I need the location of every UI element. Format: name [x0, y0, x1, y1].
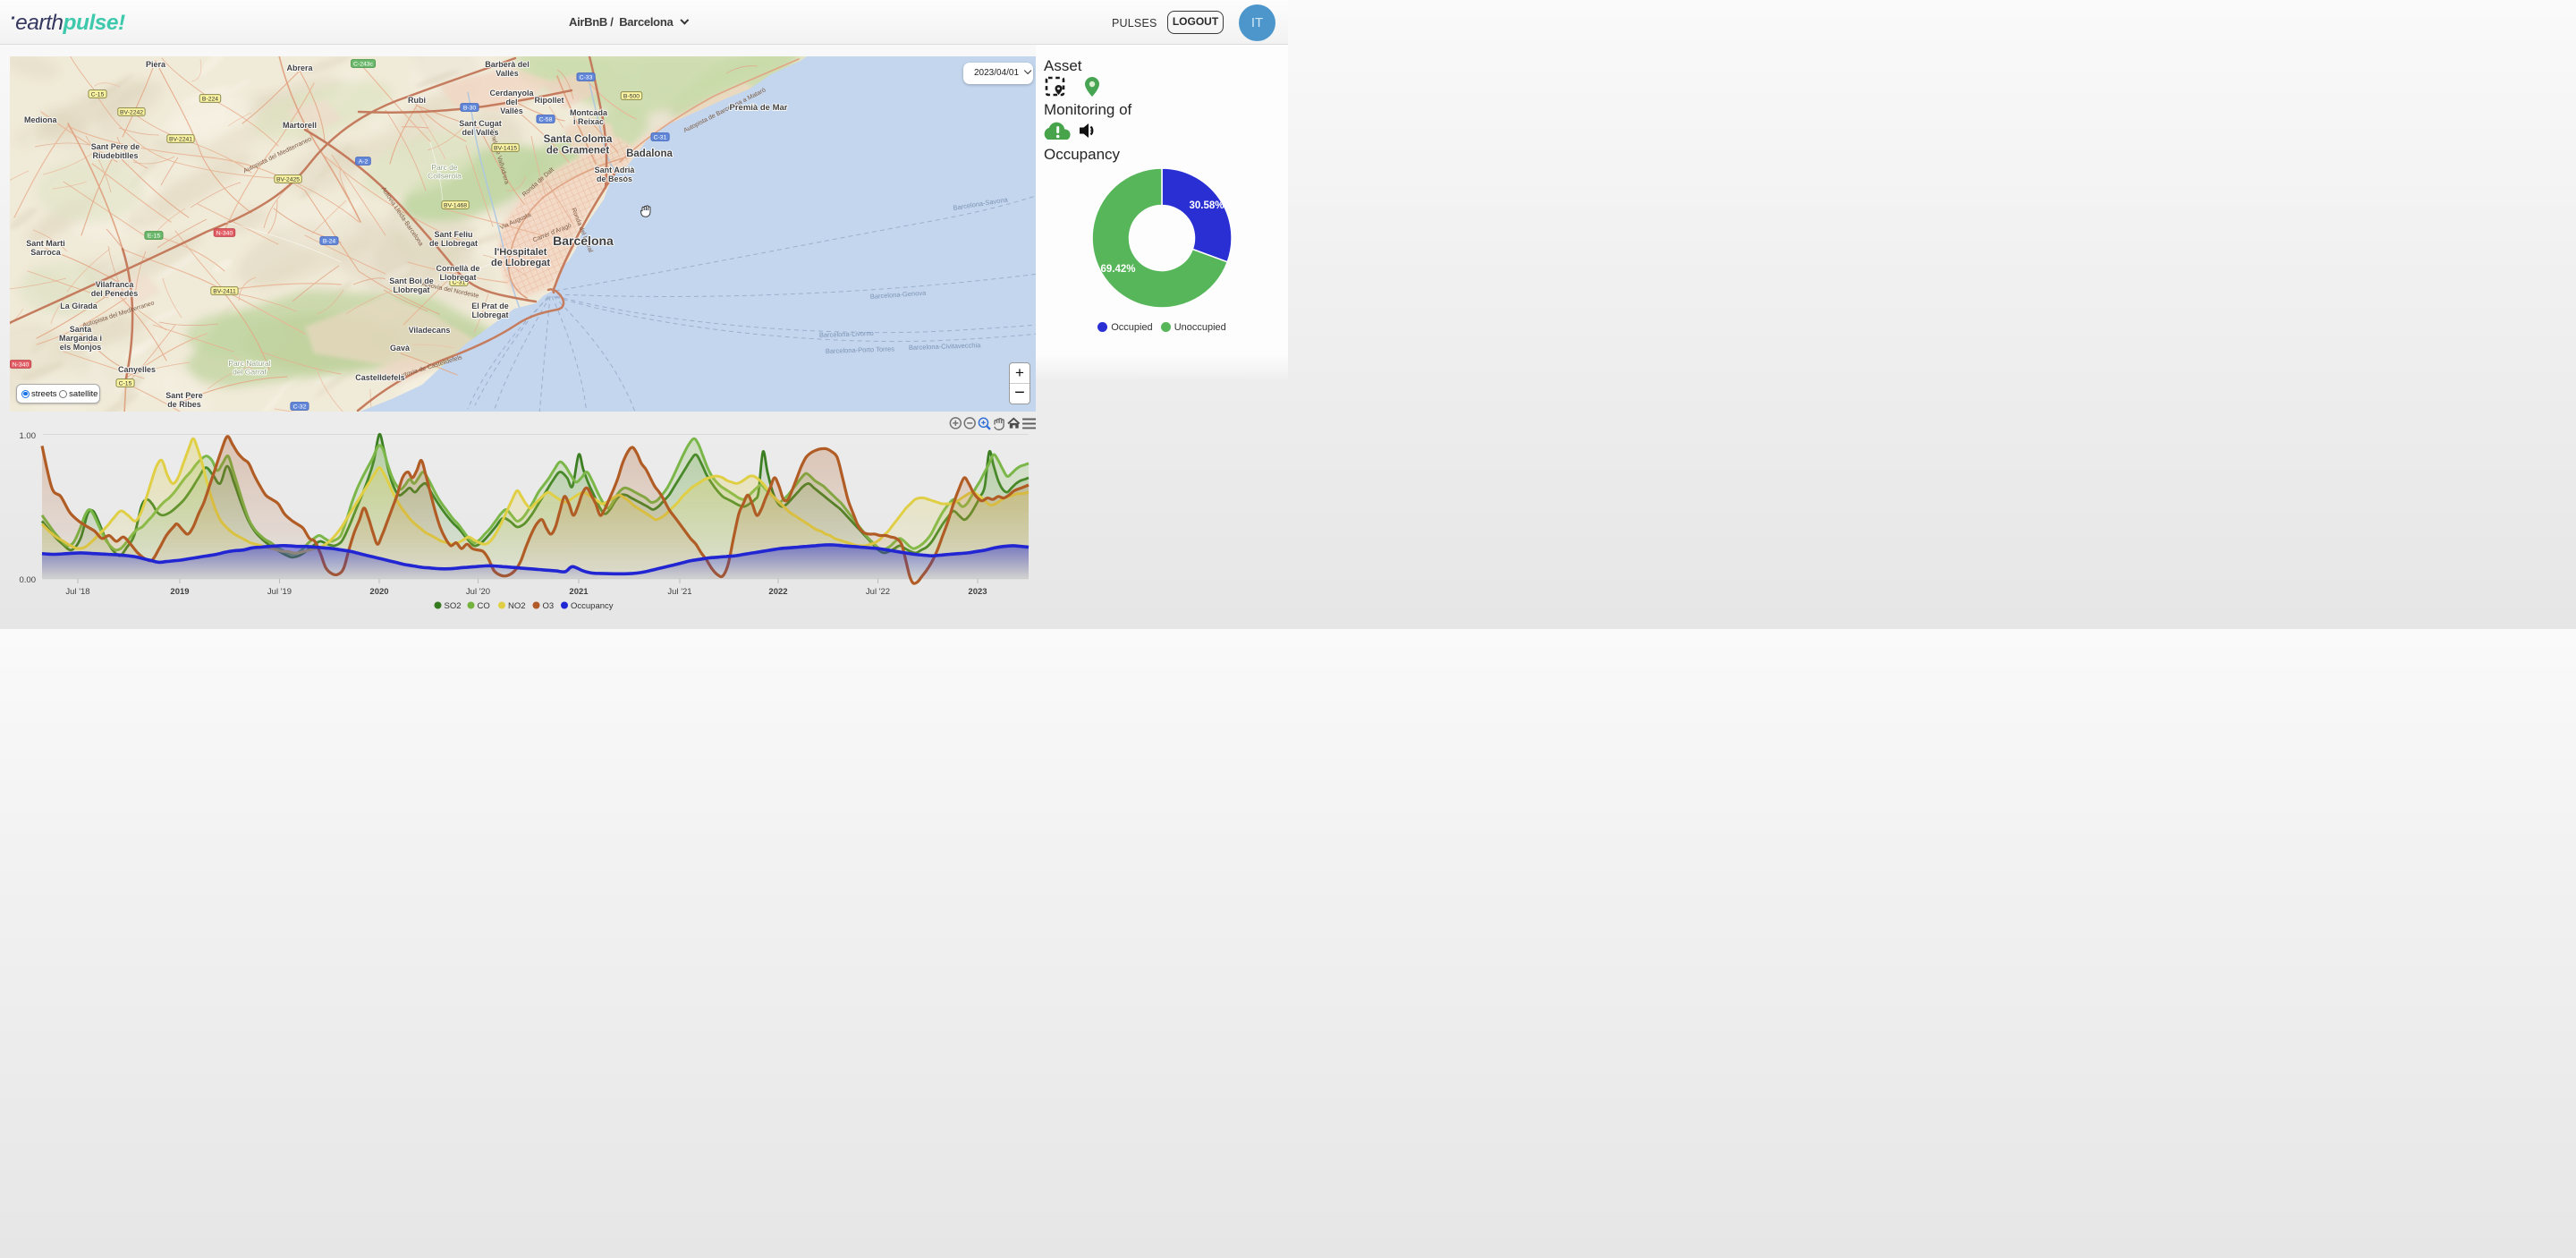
- svg-text:Jul '22: Jul '22: [866, 587, 890, 597]
- svg-text:BV-2241: BV-2241: [169, 137, 192, 143]
- svg-text:2023: 2023: [968, 587, 987, 597]
- svg-text:Viladecans: Viladecans: [409, 326, 451, 335]
- svg-text:E-15: E-15: [148, 234, 161, 240]
- svg-text:Gavà: Gavà: [390, 344, 411, 353]
- svg-text:2021: 2021: [569, 587, 589, 597]
- svg-text:Badalona: Badalona: [626, 149, 673, 159]
- svg-text:O3: O3: [543, 601, 555, 611]
- svg-text:Barcelona-Civitavecchia: Barcelona-Civitavecchia: [909, 341, 982, 352]
- svg-text:C-31: C-31: [654, 135, 667, 141]
- svg-text:SO2: SO2: [445, 601, 462, 611]
- svg-text:Occupancy: Occupancy: [571, 601, 614, 611]
- svg-text:Barcelona-Porto Torres: Barcelona-Porto Torres: [826, 344, 895, 355]
- svg-text:A-2: A-2: [359, 159, 369, 166]
- svg-text:C-243c: C-243c: [353, 62, 374, 68]
- svg-text:Jul '18: Jul '18: [65, 587, 89, 597]
- svg-text:Jul '20: Jul '20: [466, 587, 490, 597]
- svg-text:B-500: B-500: [623, 94, 640, 100]
- svg-text:B-24: B-24: [323, 239, 336, 245]
- svg-text:0.00: 0.00: [20, 575, 37, 585]
- svg-text:Rubi: Rubi: [408, 96, 426, 105]
- svg-text:Ripollet: Ripollet: [535, 96, 564, 105]
- svg-text:C-32: C-32: [293, 404, 307, 411]
- svg-text:2020: 2020: [369, 587, 388, 597]
- svg-text:BV-2411: BV-2411: [213, 289, 236, 295]
- svg-text:C-15: C-15: [91, 92, 105, 98]
- svg-text:N-340: N-340: [13, 362, 30, 369]
- svg-text:Martorell: Martorell: [283, 121, 317, 130]
- svg-text:La Girada: La Girada: [60, 302, 98, 310]
- svg-text:BV-1468: BV-1468: [444, 203, 467, 209]
- svg-text:BV-2242: BV-2242: [120, 110, 143, 116]
- svg-text:NO2: NO2: [508, 601, 526, 611]
- svg-text:B-224: B-224: [202, 97, 218, 103]
- svg-text:Piera: Piera: [146, 60, 166, 69]
- svg-text:Jul '21: Jul '21: [667, 587, 691, 597]
- svg-text:Premià de Mar: Premià de Mar: [730, 103, 788, 113]
- svg-text:C-15: C-15: [119, 381, 132, 387]
- svg-text:30.58%: 30.58%: [1189, 200, 1224, 211]
- svg-text:BV-2425: BV-2425: [276, 177, 300, 183]
- svg-text:1.00: 1.00: [20, 431, 37, 441]
- svg-text:2022: 2022: [768, 587, 787, 597]
- svg-text:Abrera: Abrera: [286, 64, 313, 72]
- svg-text:C-33: C-33: [580, 75, 593, 81]
- svg-text:B-30: B-30: [463, 106, 477, 112]
- svg-text:Jul '19: Jul '19: [267, 587, 292, 597]
- svg-text:Castelldefels: Castelldefels: [355, 373, 405, 382]
- svg-text:Barcelona-Genova: Barcelona-Genova: [870, 289, 928, 301]
- svg-text:N-340: N-340: [216, 231, 233, 237]
- svg-text:Canyelles: Canyelles: [118, 365, 156, 374]
- svg-text:BV-1415: BV-1415: [494, 146, 517, 152]
- svg-text:CO: CO: [478, 601, 490, 611]
- svg-text:69.42%: 69.42%: [1100, 264, 1135, 275]
- svg-text:Barcelona: Barcelona: [553, 234, 614, 248]
- svg-text:Mediona: Mediona: [24, 115, 57, 124]
- svg-text:Barcelona-Livorno: Barcelona-Livorno: [819, 329, 874, 339]
- svg-text:C-58: C-58: [539, 117, 553, 123]
- svg-text:2019: 2019: [170, 587, 189, 597]
- svg-text:C-31: C-31: [453, 280, 466, 286]
